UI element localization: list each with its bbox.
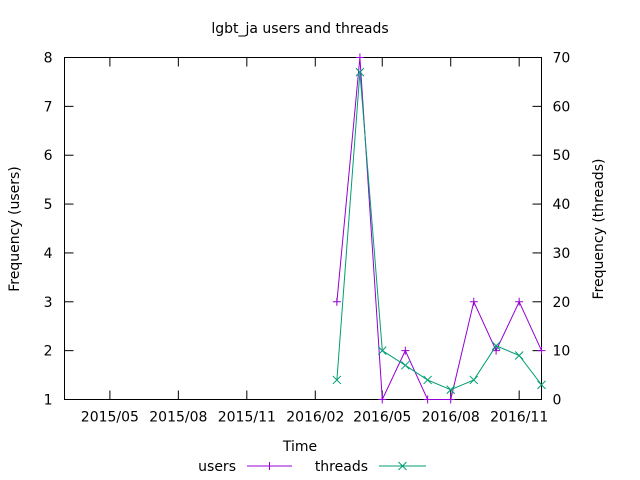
x-tick-label: 2015/05: [81, 410, 139, 426]
data-point-users: [469, 297, 478, 306]
y-left-tick-label: 1: [44, 393, 53, 409]
data-point-threads: [491, 341, 501, 351]
y-left-tick-label: 2: [44, 344, 53, 360]
y-right-tick-label: 30: [553, 246, 571, 262]
x-tick-label: 2016/08: [422, 410, 480, 426]
legend-marker-threads: [398, 461, 407, 471]
data-point-users: [537, 346, 546, 355]
series-layer: [332, 53, 546, 404]
data-point-threads: [400, 360, 410, 370]
x-ticks: 2015/05 2015/08 2015/11 2016/02 2016/05 2016/…: [81, 57, 548, 426]
y-right-tick-label: 50: [553, 148, 571, 164]
data-point-users: [401, 346, 410, 355]
series-threads: [332, 67, 546, 395]
legend-label-users: users: [198, 459, 236, 475]
data-point-threads: [469, 375, 479, 385]
y-right-tick-label: 40: [553, 197, 571, 213]
data-point-users: [515, 297, 524, 306]
x-tick-label: 2016/05: [353, 410, 411, 426]
legend-label-threads: threads: [315, 459, 368, 475]
data-point-users: [378, 395, 387, 404]
series-line-users: [336, 57, 542, 400]
y-left-ticks: 1 2 3 4 5 6 7 8: [44, 51, 542, 409]
legend-marker-users: [265, 462, 274, 470]
data-point-threads: [446, 385, 456, 395]
data-point-threads: [423, 375, 432, 385]
data-point-users: [423, 395, 432, 404]
data-point-users: [355, 53, 364, 62]
y-left-axis-label: Frequency (users): [7, 166, 23, 292]
x-tick-label: 2016/02: [286, 410, 344, 426]
y-left-tick-label: 3: [44, 295, 53, 311]
series-users: [332, 53, 546, 404]
data-point-threads: [514, 351, 524, 360]
data-point-threads: [377, 346, 387, 355]
y-left-tick-label: 8: [44, 51, 53, 67]
y-left-tick-label: 5: [44, 197, 53, 213]
x-axis-label: Time: [282, 439, 317, 455]
y-right-tick-label: 60: [553, 99, 571, 115]
x-tick-label: 2015/08: [149, 410, 207, 426]
y-right-axis-label: Frequency (threads): [591, 159, 607, 300]
data-point-threads: [537, 380, 546, 390]
data-point-users: [332, 297, 341, 306]
chart-title: lgbt_ja users and threads: [211, 21, 388, 37]
y-right-tick-label: 0: [553, 393, 562, 409]
y-right-ticks: 0 10 20 30 40 50 60 70: [553, 51, 571, 409]
y-left-tick-label: 4: [44, 246, 53, 262]
legend: users threads: [198, 459, 426, 475]
data-point-users: [446, 395, 455, 404]
x-tick-label: 2015/11: [218, 410, 276, 426]
y-right-tick-label: 70: [553, 51, 571, 67]
y-left-tick-label: 6: [44, 148, 53, 164]
y-right-tick-label: 20: [553, 295, 571, 311]
series-line-threads: [336, 72, 542, 391]
y-left-tick-label: 7: [44, 99, 53, 115]
data-point-threads: [332, 375, 342, 385]
y-right-tick-label: 10: [553, 344, 571, 360]
x-tick-label: 2016/11: [490, 410, 548, 426]
plot-frame: [64, 57, 542, 400]
data-point-threads: [355, 67, 365, 77]
